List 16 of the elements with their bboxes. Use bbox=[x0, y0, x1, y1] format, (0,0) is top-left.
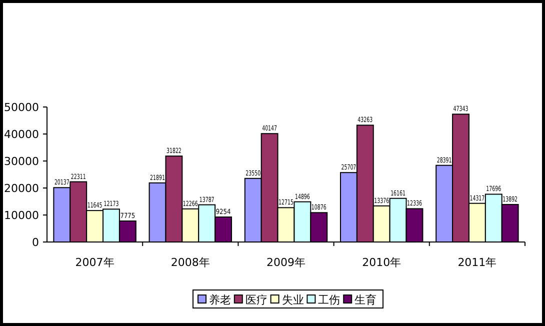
legend-label: 生育 bbox=[354, 294, 377, 306]
legend-label: 医疗 bbox=[245, 294, 268, 306]
legend-label: 养老 bbox=[209, 294, 231, 306]
legend-label: 失业 bbox=[282, 294, 304, 306]
x-tick-label: 2010年 bbox=[362, 256, 402, 269]
x-tick-label: 2009年 bbox=[266, 256, 306, 269]
x-tick-label: 2007年 bbox=[75, 256, 114, 269]
legend-label: 工伤 bbox=[318, 294, 340, 306]
x-tick-label: 2008年 bbox=[170, 256, 210, 269]
y-tick-label: 20000 bbox=[4, 182, 39, 195]
y-tick-label: 50000 bbox=[4, 101, 39, 114]
y-tick-label: 0 bbox=[32, 236, 39, 249]
y-tick-label: 40000 bbox=[4, 128, 39, 141]
y-tick-label: 10000 bbox=[4, 209, 39, 222]
x-tick-label: 2011年 bbox=[458, 256, 497, 269]
y-tick-label: 30000 bbox=[4, 155, 39, 168]
